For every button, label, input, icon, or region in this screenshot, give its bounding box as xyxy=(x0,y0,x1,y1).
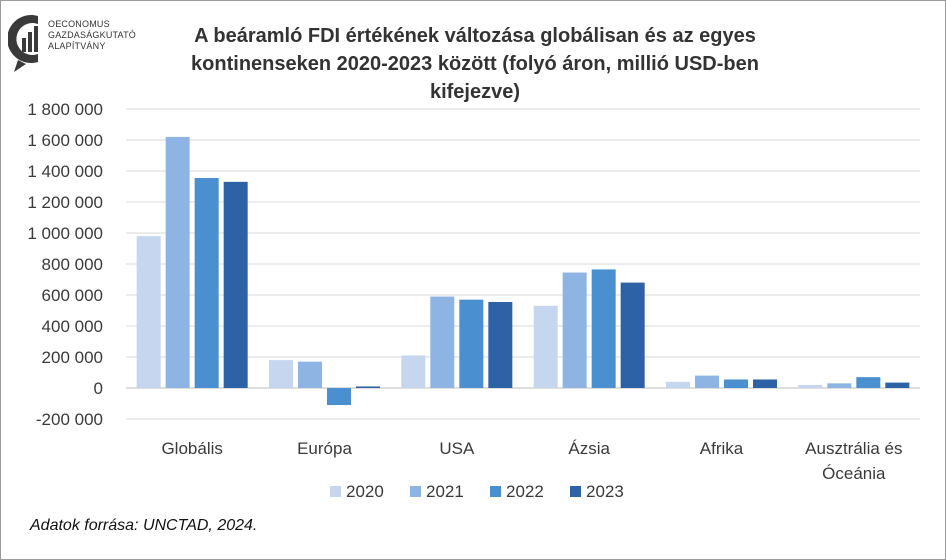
bar-2022 xyxy=(724,379,748,388)
bar-2022 xyxy=(194,177,219,388)
x-tick-label: Ázsia xyxy=(568,439,610,458)
oeconomus-logo: OECONOMUS GAZDASÁGKUTATÓ ALAPÍTVÁNY xyxy=(7,10,158,80)
bar-2020 xyxy=(136,236,161,388)
legend-label: 2020 xyxy=(346,482,384,501)
x-tick-label: USA xyxy=(439,439,475,458)
bar-2022 xyxy=(459,299,484,388)
chart-title-line: kontinenseken 2020-2023 között (folyó ár… xyxy=(191,53,759,103)
y-tick-label: 600 000 xyxy=(42,286,103,305)
legend-swatch-2023 xyxy=(570,486,581,497)
bar-2022 xyxy=(856,377,881,388)
x-tick-label: Afrika xyxy=(700,439,744,458)
y-tick-label: 400 000 xyxy=(42,317,103,336)
source-note: Adatok forrása: UNCTAD, 2024. xyxy=(30,517,258,534)
bar-2021 xyxy=(430,296,455,388)
bar-2020 xyxy=(798,384,823,388)
legend-swatch-2022 xyxy=(490,486,501,497)
y-tick-label: 1 600 000 xyxy=(27,131,103,150)
logo-line: OECONOMUS xyxy=(48,19,110,29)
logo-text: OECONOMUS GAZDASÁGKUTATÓ ALAPÍTVÁNY xyxy=(48,19,136,52)
bar-2021 xyxy=(562,272,587,388)
y-tick-label: 1 400 000 xyxy=(27,162,103,181)
logo-line: GAZDASÁGKUTATÓ xyxy=(48,30,136,40)
bar-2020 xyxy=(269,360,293,388)
legend-label: 2021 xyxy=(426,482,464,501)
bar-2020 xyxy=(401,355,426,388)
logo-line: ALAPÍTVÁNY xyxy=(48,41,106,51)
y-tick-label: 800 000 xyxy=(42,255,103,274)
bar-2020 xyxy=(666,381,690,388)
x-tick-label: Ausztrália és xyxy=(805,439,902,458)
y-tick-label: -200 000 xyxy=(36,410,103,429)
y-tick-label: 1 000 000 xyxy=(27,224,103,243)
bar-2020 xyxy=(533,305,558,388)
bar-2021 xyxy=(165,136,190,388)
bar-2021 xyxy=(695,375,719,388)
bar-2021 xyxy=(827,383,852,388)
bar-2023 xyxy=(620,282,645,388)
y-tick-label: 200 000 xyxy=(42,348,103,367)
bar-2023 xyxy=(356,386,380,388)
y-tick-label: 1 200 000 xyxy=(27,193,103,212)
bar-2023 xyxy=(488,301,513,388)
x-tick-label: Globális xyxy=(161,439,222,458)
legend-swatch-2021 xyxy=(410,486,421,497)
bar-2023 xyxy=(753,379,777,388)
legend-label: 2023 xyxy=(586,482,624,501)
legend-swatch-2020 xyxy=(330,486,341,497)
bar-2023 xyxy=(223,181,248,388)
y-tick-label: 0 xyxy=(94,379,103,398)
x-tick-label: Európa xyxy=(297,439,352,458)
bar-2023 xyxy=(885,382,910,388)
bar-2021 xyxy=(298,361,322,388)
chart-title: A beáramló FDI értékének változása globá… xyxy=(170,22,780,106)
y-tick-label: 1 800 000 xyxy=(27,100,103,119)
legend-label: 2022 xyxy=(506,482,544,501)
bar-2022 xyxy=(591,269,616,388)
bar-2022 xyxy=(327,388,351,406)
chart-title-line: A beáramló FDI értékének változása globá… xyxy=(194,25,756,47)
logo-mark-icon xyxy=(7,15,38,72)
x-tick-label: Óceánia xyxy=(822,464,886,483)
